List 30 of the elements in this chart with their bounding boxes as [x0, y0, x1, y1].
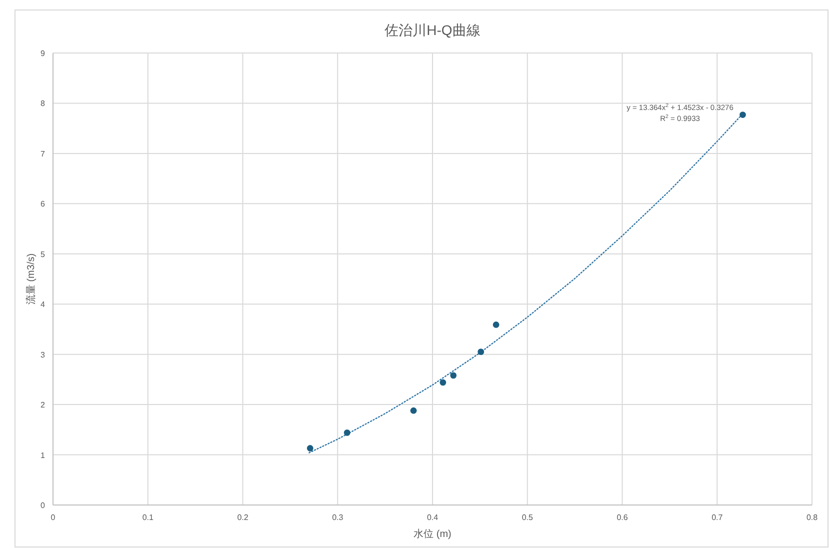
x-tick-label: 0.6 [616, 513, 628, 522]
x-tick-label: 0.8 [806, 513, 818, 522]
y-tick-label: 1 [40, 450, 46, 460]
y-tick-label: 2 [40, 400, 46, 410]
x-tick-label: 0.7 [712, 513, 724, 522]
y-tick-label: 6 [40, 200, 46, 209]
y-tick-label: 5 [40, 250, 46, 259]
y-tick-label: 3 [40, 350, 46, 360]
x-tick-label: 0.1 [142, 513, 154, 522]
point [344, 429, 350, 436]
x-tick-label: 0.3 [332, 513, 344, 522]
point [740, 112, 746, 118]
point [440, 379, 446, 386]
point [306, 445, 314, 452]
y-tick-label: 8 [40, 99, 46, 108]
y-tick-label: 4 [40, 300, 46, 310]
point [478, 348, 484, 356]
y-axis-title: 流量 (m3/s) [25, 253, 37, 305]
point [450, 372, 457, 379]
point [410, 407, 417, 414]
chart-title: 佐治川H-Q曲線 [384, 22, 480, 38]
y-tick-label: 9 [40, 49, 46, 58]
y-tick-label: 7 [40, 149, 46, 158]
point [492, 322, 500, 328]
x-tick-label: 0.2 [237, 513, 249, 522]
y-tick-label: 0 [40, 501, 46, 510]
x-tick-label: 0.5 [522, 513, 534, 522]
x-axis-title: 水位 (m) [414, 528, 452, 540]
x-tick-label: 0.4 [426, 513, 439, 522]
x-tick-label: 0 [50, 513, 56, 522]
